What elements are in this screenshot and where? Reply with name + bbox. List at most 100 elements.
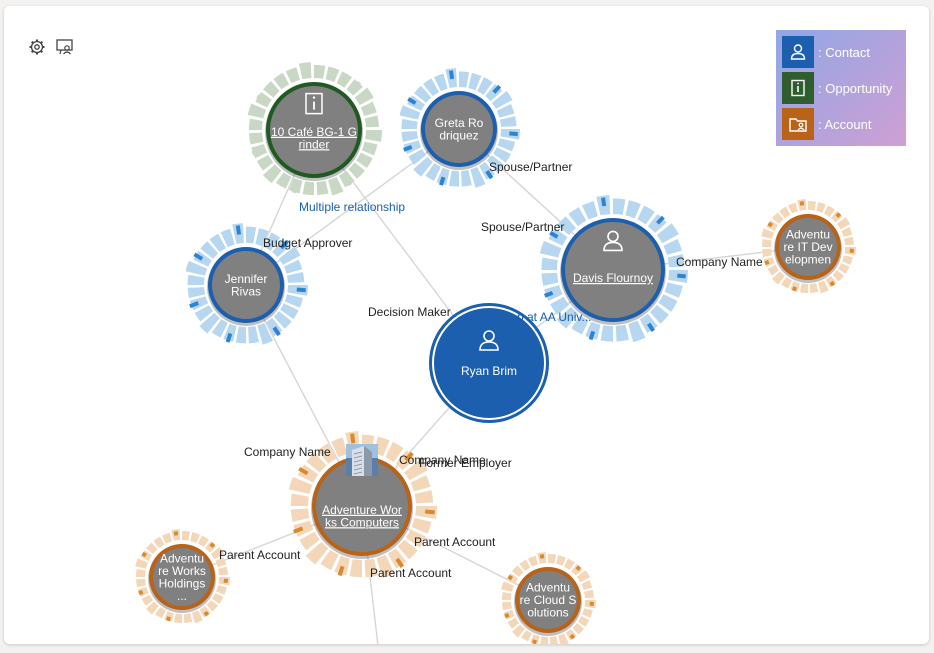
legend: : Contact : Opportunity : Account — [776, 30, 906, 146]
ring-tick — [438, 176, 446, 186]
ring-segment — [413, 156, 433, 177]
ring-segment — [187, 274, 205, 285]
gear-icon[interactable] — [26, 36, 48, 58]
node-label: Rivas — [231, 284, 261, 298]
node-ryan[interactable]: Ryan Brim — [429, 303, 549, 423]
ring-segment — [173, 613, 182, 624]
ring-segment — [541, 257, 558, 270]
ring-segment — [280, 303, 299, 320]
ring-segment — [844, 236, 854, 246]
node-label: Adventure Wor — [322, 503, 402, 517]
ring-segment — [425, 163, 441, 181]
ring-tick — [835, 212, 842, 218]
edge-label-link[interactable]: Multiple relationship — [299, 200, 405, 214]
ring-segment — [816, 202, 826, 213]
building-photo — [346, 444, 378, 476]
ring-segment — [198, 535, 209, 547]
ring-segment — [264, 232, 281, 251]
ring-segment — [403, 140, 422, 154]
ring-segment — [336, 71, 353, 88]
ring-segment — [548, 553, 557, 564]
presentation-icon[interactable] — [54, 36, 76, 58]
ring-segment — [305, 541, 329, 565]
ring-segment — [328, 176, 344, 196]
ring-segment — [192, 610, 203, 624]
ring-segment — [539, 240, 562, 258]
node-label: ... — [177, 589, 187, 603]
ring-segment — [470, 166, 486, 188]
ring-segment — [283, 259, 303, 274]
ring-tick — [279, 240, 289, 250]
node-label: Adventu — [160, 551, 204, 565]
ring-segment — [571, 315, 589, 335]
ring-segment — [136, 578, 146, 588]
ring-segment — [205, 541, 217, 553]
ring-segment — [200, 241, 219, 259]
ring-segment — [468, 72, 482, 91]
ring-segment — [544, 285, 563, 302]
ring-tick — [296, 287, 306, 293]
ring-tick — [799, 201, 805, 206]
ring-tick — [764, 259, 770, 266]
ring-tick — [225, 332, 233, 343]
ring-segment — [401, 118, 418, 129]
ring-segment — [349, 559, 362, 578]
ring-segment — [385, 441, 404, 463]
node-awc[interactable]: Adventure Works Computers — [288, 431, 437, 579]
ring-segment — [248, 118, 263, 130]
ring-segment — [189, 296, 209, 311]
edge-label: Company Name — [676, 255, 763, 269]
ring-segment — [399, 105, 421, 120]
node-awh[interactable]: Adventure WorksHoldings... — [135, 529, 230, 624]
edge-label: Parent Account — [414, 535, 496, 549]
ring-segment — [247, 103, 267, 119]
node-body — [779, 218, 837, 276]
ring-segment — [146, 542, 158, 554]
node-body — [565, 222, 661, 318]
edge-label: Parent Account — [219, 548, 301, 562]
info-icon — [305, 92, 323, 115]
ring-segment — [667, 254, 685, 268]
edge-label: Parent Account — [370, 566, 452, 580]
ring-segment — [199, 312, 220, 334]
ring-segment — [493, 147, 511, 163]
node-body — [270, 86, 358, 174]
edge-label: Spouse/Partner — [489, 160, 572, 174]
ring-segment — [658, 294, 678, 312]
ring-segment — [497, 138, 516, 152]
ring-segment — [600, 325, 613, 342]
node-davis[interactable]: Davis Flournoy — [539, 195, 688, 343]
ring-segment — [788, 202, 798, 214]
ring-tick — [291, 185, 298, 194]
node-label: Jennifer — [225, 272, 268, 286]
edge-labels: Multiple relationship Spouse/Partner Spous… — [219, 160, 763, 580]
ring-segment — [145, 601, 159, 615]
ring-segment — [356, 152, 373, 169]
ring-segment — [404, 459, 428, 481]
ring-tick — [677, 273, 686, 279]
ring-segment — [581, 580, 593, 590]
ring-segment — [220, 228, 235, 248]
ring-segment — [209, 233, 226, 253]
ring-segment — [459, 71, 470, 88]
ring-segment — [841, 227, 853, 237]
ring-segment — [306, 452, 327, 473]
ring-segment — [262, 164, 282, 184]
node-body — [153, 548, 211, 606]
ring-tick — [791, 286, 798, 292]
ring-segment — [808, 200, 817, 211]
edge-label-link[interactable]: ...p at AA Univ... — [507, 310, 592, 324]
ring-segment — [278, 246, 301, 265]
legend-label-contact: : Contact — [818, 44, 871, 60]
ring-tick — [138, 589, 144, 596]
edge-label: Decision Maker — [368, 305, 451, 319]
ring-tick — [539, 554, 545, 559]
ring-segment — [436, 167, 450, 186]
ring-segment — [405, 529, 427, 548]
